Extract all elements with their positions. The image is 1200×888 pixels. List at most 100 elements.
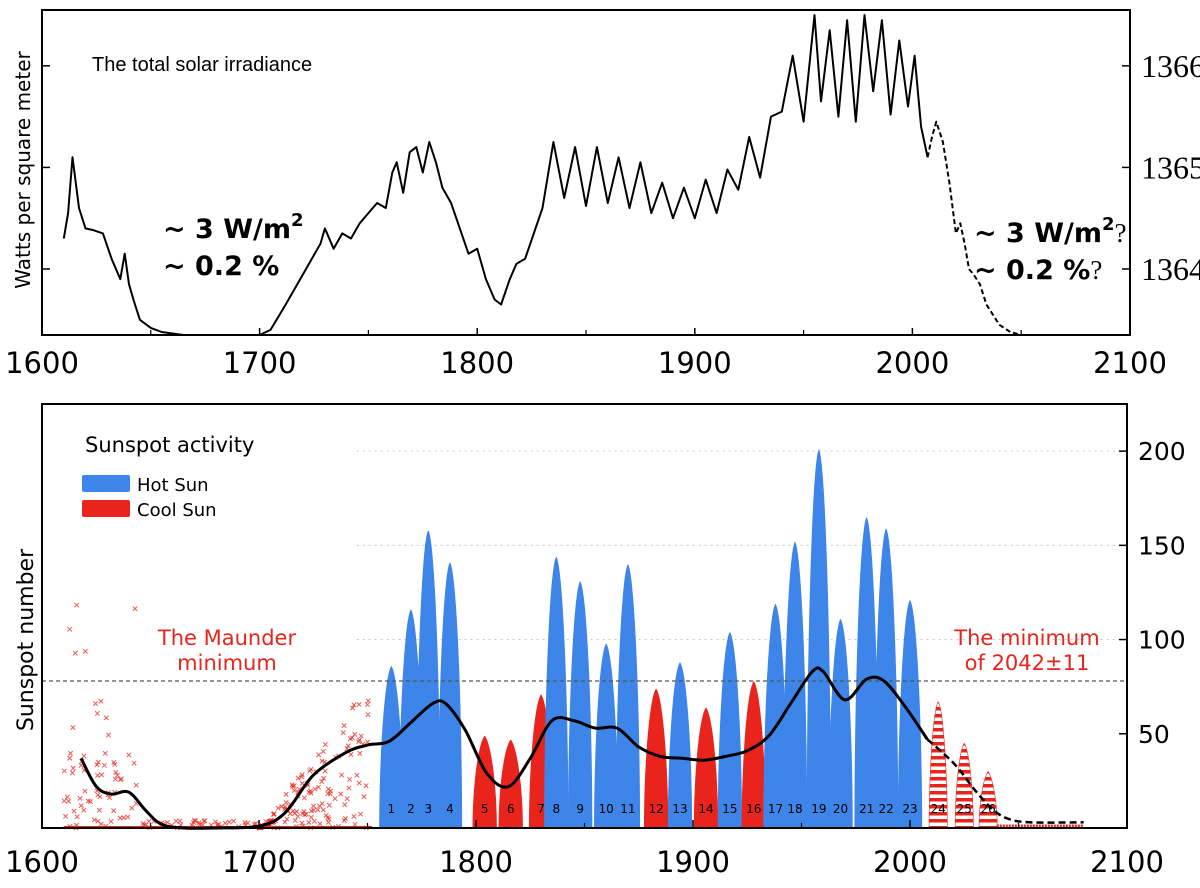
maunder-observation-mark bbox=[66, 798, 72, 804]
maunder-observation-mark bbox=[338, 791, 344, 797]
maunder-observation-mark bbox=[325, 814, 331, 820]
maunder-observation-mark bbox=[61, 798, 67, 804]
maunder-observation-mark bbox=[315, 807, 321, 813]
sunspot-cycle-10 bbox=[594, 643, 619, 828]
maunder-observation-mark bbox=[361, 794, 367, 800]
maunder-observation-mark bbox=[226, 819, 232, 825]
maunder-observation-mark bbox=[111, 759, 117, 766]
maunder-observation-mark bbox=[146, 818, 152, 824]
sunspot-cycle-label: 26 bbox=[980, 802, 995, 816]
maunder-observation-mark bbox=[332, 796, 338, 802]
sunspot-cycle-22 bbox=[873, 528, 899, 828]
sunspot-y-tick-label: 100 bbox=[1138, 626, 1186, 655]
maunder-observation-mark bbox=[125, 814, 131, 820]
irradiance-y-tick-labels: 1364 1365 1366 bbox=[1141, 48, 1200, 287]
sunspot-cycle-label: 12 bbox=[648, 802, 663, 816]
maunder-observation-mark bbox=[113, 769, 119, 775]
sunspot-cycle-label: 25 bbox=[957, 802, 972, 816]
maunder-observation-mark bbox=[342, 802, 348, 808]
irradiance-tick-marks bbox=[41, 65, 1131, 335]
sunspot-cycle-24 bbox=[928, 701, 948, 829]
maunder-observation-mark bbox=[202, 817, 208, 824]
sunspot-cycle-11 bbox=[615, 564, 641, 828]
maunder-observation-mark bbox=[321, 775, 327, 781]
irradiance-x-tick-label: 1900 bbox=[658, 346, 732, 380]
sunspot-cycle-15 bbox=[717, 632, 743, 828]
maunder-observation-mark bbox=[70, 724, 76, 731]
sunspot-title: Sunspot activity bbox=[85, 433, 254, 457]
maunder-observation-mark bbox=[64, 794, 70, 800]
sunspot-cycle-20 bbox=[828, 618, 853, 828]
maunder-observation-mark bbox=[98, 821, 104, 827]
irradiance-forecast-line bbox=[926, 120, 1087, 336]
maunder-observation-mark bbox=[92, 701, 99, 707]
legend-label-cool-sun: Cool Sun bbox=[137, 500, 217, 521]
sunspot-x-tick-label: 1700 bbox=[222, 845, 296, 879]
maunder-observation-mark bbox=[319, 779, 325, 785]
maunder-observation-mark bbox=[349, 705, 356, 711]
maunder-observation-mark bbox=[222, 820, 228, 826]
maunder-observation-mark bbox=[212, 819, 219, 825]
maunder-observation-mark bbox=[325, 819, 332, 825]
sunspot-cycle-label: 17 bbox=[768, 802, 783, 816]
sunspot-y-tick-labels: 50 100 150 200 bbox=[1138, 437, 1186, 749]
irradiance-y-axis-label: Watts per square meter bbox=[11, 51, 35, 289]
maunder-observation-mark bbox=[365, 698, 371, 704]
sunspot-cycle-3 bbox=[416, 530, 441, 828]
sunspot-cycle-25 bbox=[954, 742, 974, 829]
irradiance-left-annotation-percent: ~ 0.2 % bbox=[163, 251, 279, 282]
sunspot-cycle-label: 14 bbox=[698, 802, 713, 816]
irradiance-y-tick-label: 1365 bbox=[1141, 149, 1200, 185]
sunspot-cycle-label: 19 bbox=[811, 802, 826, 816]
maunder-observation-mark bbox=[344, 796, 350, 802]
maunder-observation-mark bbox=[61, 768, 67, 774]
maunder-observation-mark bbox=[299, 774, 305, 780]
maunder-observation-mark bbox=[358, 733, 364, 739]
sunspot-cycle-19 bbox=[806, 449, 832, 828]
sunspot-panel: 1 2 3 4 5 6 7 8 9 10 11 12 13 14 15 16 17 18 19 20 21 22 23 24 2… bbox=[5, 403, 1186, 879]
maunder-observation-mark bbox=[242, 820, 248, 826]
forecast-annotation-line1: The minimum bbox=[953, 626, 1099, 650]
maunder-observation-mark bbox=[81, 807, 87, 813]
maunder-observation-mark bbox=[108, 818, 114, 825]
sunspot-cycle-label: 8 bbox=[552, 802, 560, 816]
irradiance-x-tick-label: 2100 bbox=[1093, 346, 1167, 380]
maunder-observation-mark bbox=[70, 765, 76, 771]
maunder-observation-mark bbox=[164, 819, 170, 825]
sunspot-cycle-label: 13 bbox=[672, 802, 687, 816]
maunder-observation-mark bbox=[82, 648, 88, 654]
sunspot-y-axis-label: Sunspot number bbox=[14, 548, 39, 731]
maunder-observation-mark bbox=[67, 755, 73, 761]
maunder-observation-mark bbox=[301, 795, 307, 801]
maunder-observation-mark bbox=[283, 799, 289, 806]
maunder-observation-mark bbox=[271, 811, 277, 817]
maunder-observation-mark bbox=[319, 758, 325, 764]
maunder-observation-mark bbox=[352, 821, 358, 827]
maunder-observation-mark bbox=[121, 815, 127, 821]
maunder-observation-mark bbox=[82, 788, 88, 794]
maunder-observation-mark bbox=[133, 782, 139, 788]
maunder-observation-mark bbox=[290, 808, 296, 814]
maunder-observation-mark bbox=[111, 808, 117, 814]
maunder-annotation-line1: The Maunder bbox=[157, 626, 297, 650]
irradiance-observed-line bbox=[62, 14, 929, 336]
maunder-observation-mark bbox=[346, 785, 352, 791]
maunder-observation-mark bbox=[292, 817, 298, 824]
maunder-observation-mark bbox=[62, 813, 69, 819]
sunspot-cycle-label: 10 bbox=[599, 802, 614, 816]
sunspot-cycle-label: 4 bbox=[446, 802, 454, 816]
maunder-observation-mark bbox=[191, 818, 197, 824]
irradiance-x-tick-label: 1600 bbox=[5, 346, 79, 380]
maunder-observation-mark bbox=[351, 702, 357, 708]
sunspot-cycle-label: 7 bbox=[537, 802, 545, 816]
maunder-observation-mark bbox=[347, 736, 353, 742]
maunder-observation-mark bbox=[132, 606, 138, 612]
legend-label-hot-sun: Hot Sun bbox=[137, 475, 209, 496]
maunder-observation-mark bbox=[299, 820, 305, 826]
maunder-observation-mark bbox=[308, 808, 315, 814]
maunder-observation-mark bbox=[300, 811, 306, 817]
maunder-observation-mark bbox=[347, 776, 353, 782]
maunder-observation-mark bbox=[317, 821, 323, 827]
sunspot-forecast-line bbox=[926, 738, 1084, 824]
